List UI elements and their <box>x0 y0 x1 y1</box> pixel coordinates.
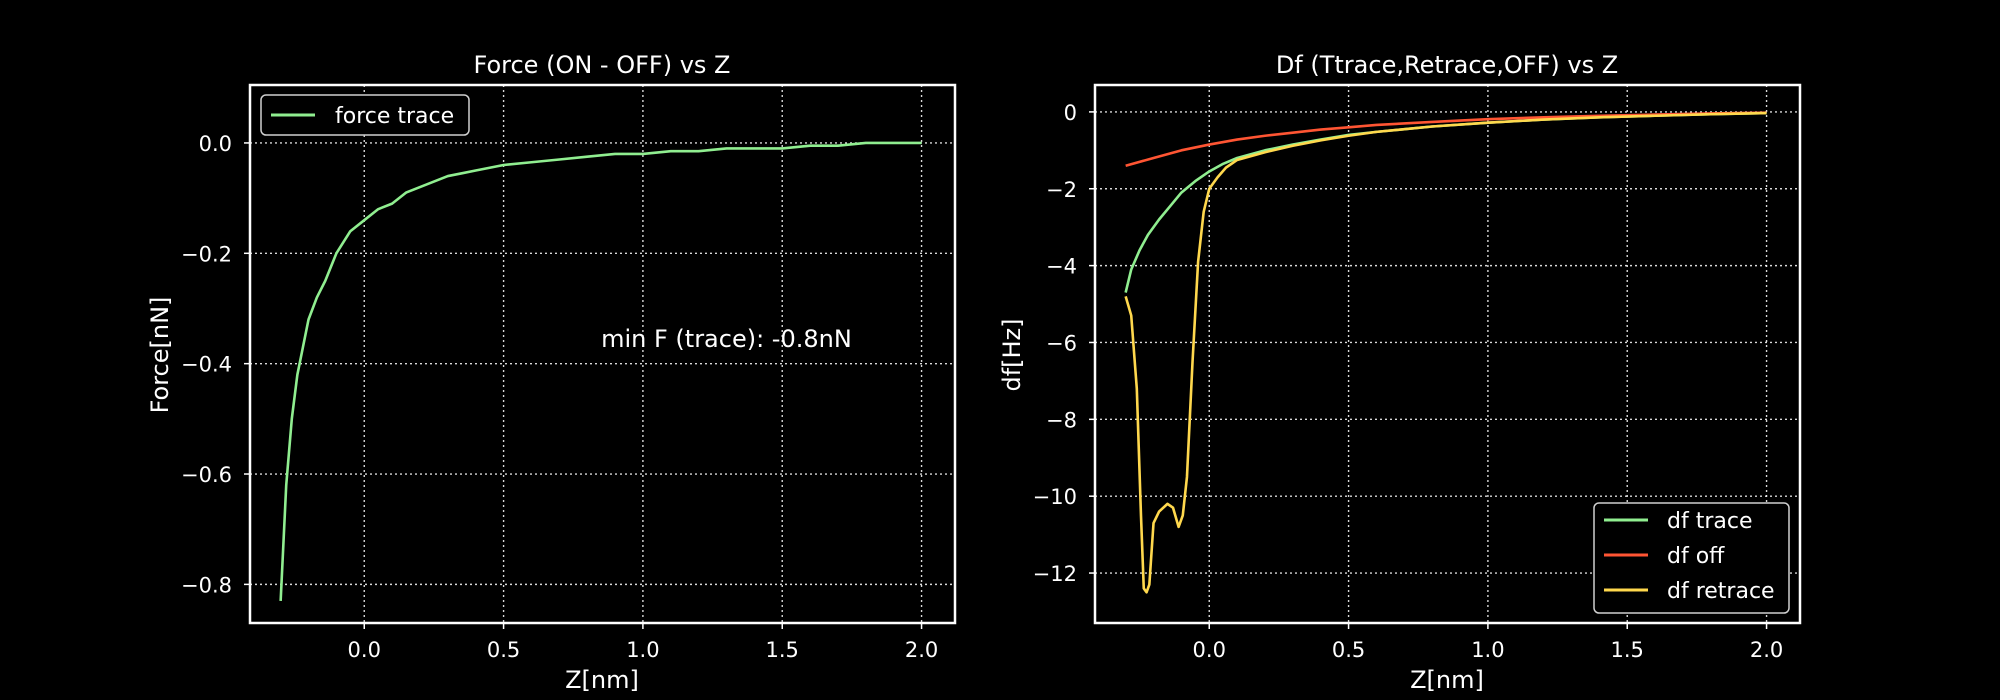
df-chart-xlabel: Z[nm] <box>1410 666 1484 694</box>
df-chart-frame <box>1093 83 1802 625</box>
df-xtick-label: 0.0 <box>1193 638 1226 662</box>
force-chart-frame <box>248 83 957 625</box>
force-ytick-label: −0.2 <box>181 242 232 266</box>
force-legend-box <box>260 94 470 136</box>
legend-label-df-off: df off <box>1667 544 1725 569</box>
force-chart-title: Force (ON - OFF) vs Z <box>474 51 731 79</box>
force-chart-panel: 0.0 0.5 1.0 1.5 2.0 0.0 −0.2 −0.4 −0.6 −0.8 Force… <box>146 51 957 694</box>
df-chart-ticks: 0.0 0.5 1.0 1.5 2.0 0 −2 −4 −6 −8 −10 −12 <box>1033 101 1784 662</box>
df-ytick-label: −12 <box>1033 562 1077 586</box>
force-chart-ticks: 0.0 0.5 1.0 1.5 2.0 0.0 −0.2 −0.4 −0.6 −0.8 <box>181 132 938 662</box>
force-chart-grid <box>250 85 955 623</box>
df-xtick-label: 2.0 <box>1750 638 1783 662</box>
force-xtick-label: 0.0 <box>348 638 381 662</box>
df-ytick-label: −4 <box>1046 255 1077 279</box>
legend-label-df-retrace: df retrace <box>1667 579 1775 604</box>
series-line-force-trace <box>279 141 922 601</box>
force-xtick-label: 2.0 <box>905 638 938 662</box>
force-ytick-label: −0.6 <box>181 463 232 487</box>
series-line-df-retrace <box>1124 111 1767 594</box>
df-chart-panel: 0.0 0.5 1.0 1.5 2.0 0 −2 −4 −6 −8 −10 −12 Df (Ttrac… <box>998 51 1802 694</box>
df-ytick-label: 0 <box>1064 101 1077 125</box>
force-xtick-label: 0.5 <box>487 638 520 662</box>
df-xtick-label: 1.0 <box>1471 638 1504 662</box>
df-xtick-label: 0.5 <box>1332 638 1365 662</box>
df-chart-legend: df trace df off df retrace <box>1593 502 1790 614</box>
df-ytick-label: −6 <box>1046 331 1077 355</box>
force-chart-legend: force trace <box>260 94 470 136</box>
df-chart-title: Df (Ttrace,Retrace,OFF) vs Z <box>1276 51 1618 79</box>
force-xtick-label: 1.0 <box>626 638 659 662</box>
force-chart-series <box>279 141 922 601</box>
df-ytick-label: −10 <box>1033 485 1077 509</box>
force-chart-xlabel: Z[nm] <box>565 666 639 694</box>
legend-label-df-trace: df trace <box>1667 509 1753 534</box>
df-chart-ylabel: df[Hz] <box>998 318 1026 391</box>
legend-label-force-trace: force trace <box>335 104 454 129</box>
force-chart-ylabel: Force[nN] <box>146 297 174 414</box>
force-ytick-label: −0.4 <box>181 353 232 377</box>
series-line-df-off <box>1125 111 1767 167</box>
force-ytick-label: −0.8 <box>181 573 232 597</box>
df-ytick-label: −8 <box>1046 408 1077 432</box>
force-ytick-label: 0.0 <box>199 132 232 156</box>
df-ytick-label: −2 <box>1046 178 1077 202</box>
force-xtick-label: 1.5 <box>766 638 799 662</box>
df-xtick-label: 1.5 <box>1611 638 1644 662</box>
force-chart-annotation: min F (trace): -0.8nN <box>601 325 852 353</box>
df-chart-series <box>1124 111 1767 594</box>
df-legend-box <box>1593 502 1790 614</box>
